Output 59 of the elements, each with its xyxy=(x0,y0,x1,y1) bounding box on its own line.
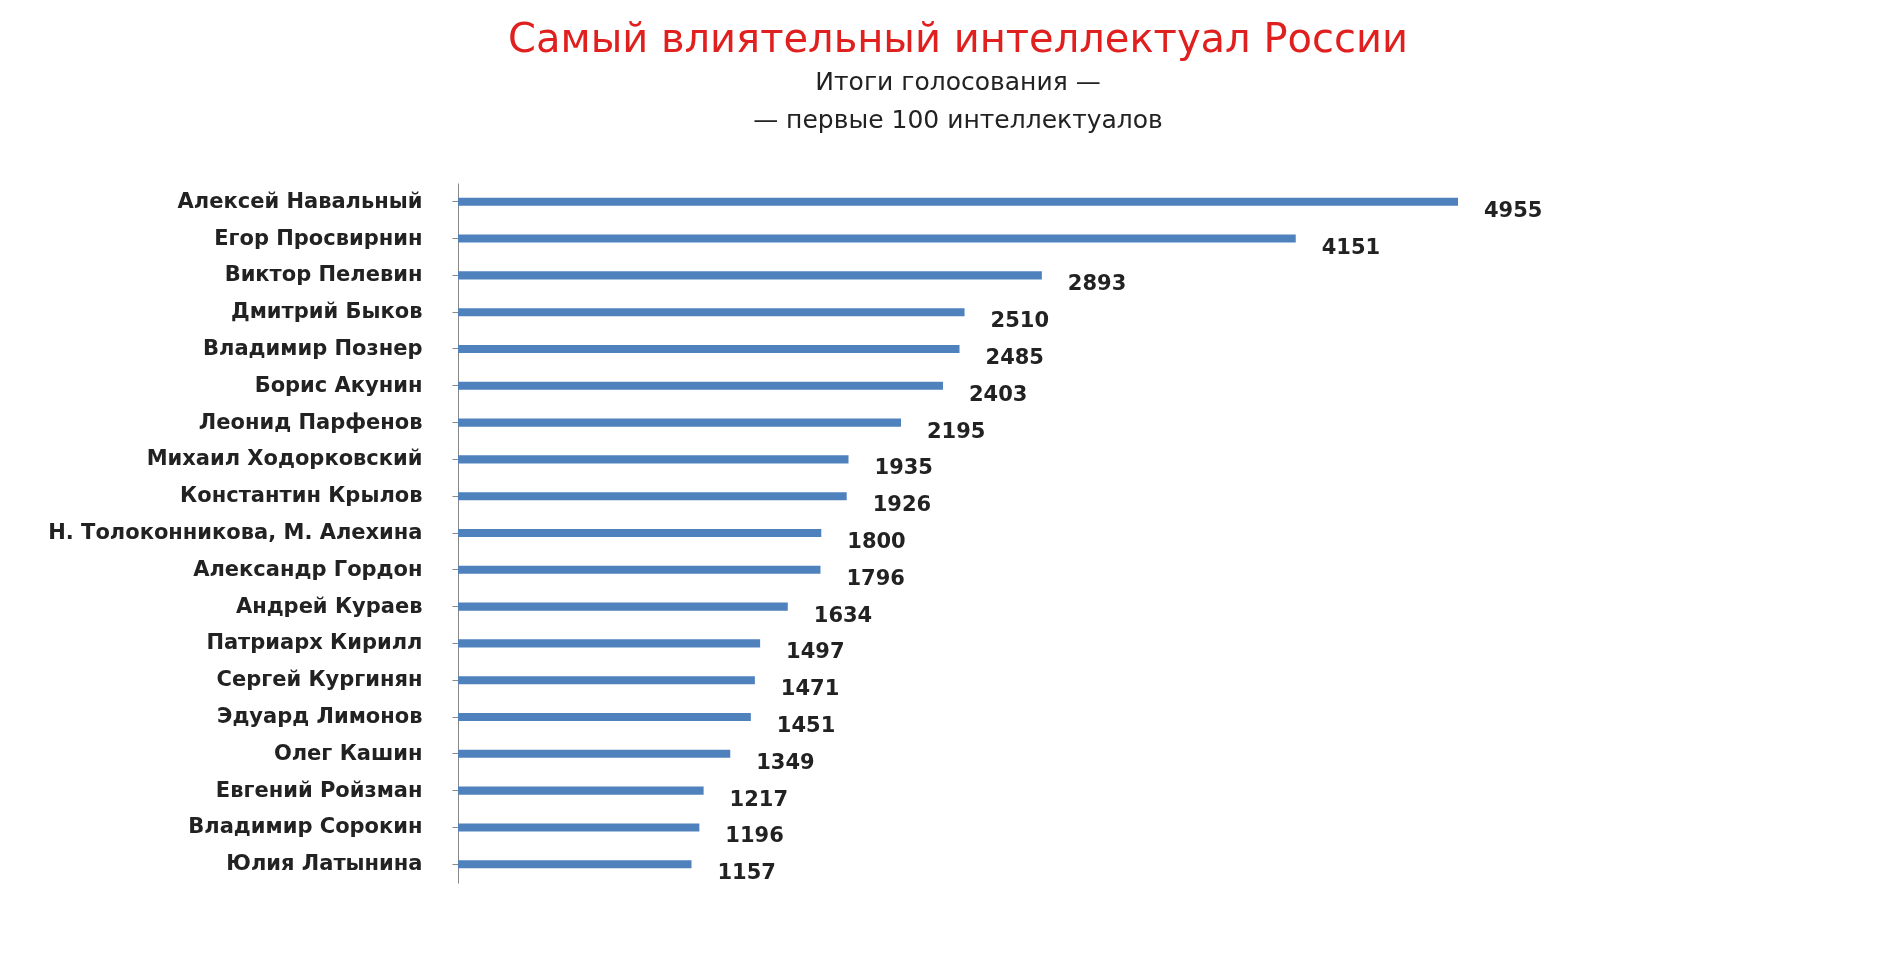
y-tick-label: Андрей Кураев xyxy=(235,593,423,618)
y-tick-label: Евгений Ройзман xyxy=(215,777,423,802)
data-label: 4151 xyxy=(1321,234,1381,259)
data-label: 1196 xyxy=(725,823,784,848)
data-label: 1471 xyxy=(780,676,840,701)
data-label: 2893 xyxy=(1067,271,1127,296)
y-tick-label: Эдуард Лимонов xyxy=(216,704,423,729)
bar xyxy=(458,344,960,354)
y-tick-label: Леонид Парфенов xyxy=(198,409,423,434)
data-label: 1497 xyxy=(786,639,845,664)
chart-subtitle: Итоги голосования — — первые 100 интеллектуалов xyxy=(753,67,1163,134)
y-tick-label: Владимир Познер xyxy=(203,335,423,360)
bar xyxy=(458,823,700,832)
bar xyxy=(458,676,755,685)
bar xyxy=(458,197,1458,206)
bar xyxy=(458,786,704,795)
data-label: 1935 xyxy=(874,455,933,480)
y-tick-label: Патриарх Кирилл xyxy=(206,630,423,655)
y-tick-label: Дмитрий Быков xyxy=(231,299,423,324)
data-label: 1157 xyxy=(717,860,776,885)
y-tick-label: Владимир Сорокин xyxy=(188,814,423,839)
data-label: 1800 xyxy=(847,529,906,553)
data-label: 1217 xyxy=(729,786,789,811)
bar xyxy=(458,712,751,722)
data-label: 1796 xyxy=(846,565,905,590)
bar xyxy=(458,528,822,538)
data-label: 1349 xyxy=(756,749,815,774)
data-label: 1926 xyxy=(872,492,932,517)
bar xyxy=(458,565,821,574)
y-tick-label: Н. Толоконникова, М. Алехина xyxy=(48,520,423,544)
y-tick-label: Сергей Кургинян xyxy=(216,667,423,692)
bar xyxy=(458,860,692,869)
data-label: 2510 xyxy=(990,308,1050,333)
chart-title: Самый влиятельный интеллектуал России xyxy=(508,15,1408,61)
data-label: 4955 xyxy=(1484,197,1543,222)
y-tick-label: Виктор Пелевин xyxy=(224,262,423,287)
y-tick-label: Олег Кашин xyxy=(273,740,423,765)
y-tick-label: Егор Просвирнин xyxy=(214,225,423,250)
bar xyxy=(458,418,901,427)
data-label: 2195 xyxy=(926,418,986,443)
y-tick-label: Александр Гордон xyxy=(193,556,423,581)
y-tick-label: Юлия Латынина xyxy=(226,851,423,876)
y-tick-label: Константин Крылов xyxy=(180,483,423,508)
bar xyxy=(458,308,965,317)
data-label: 1634 xyxy=(813,602,873,627)
bar xyxy=(458,639,761,648)
data-label: 1451 xyxy=(776,713,836,738)
data-label: 2403 xyxy=(968,381,1028,406)
data-label: 2485 xyxy=(985,344,1044,369)
y-tick-label: Борис Акунин xyxy=(254,372,423,397)
bar xyxy=(458,455,849,464)
bar xyxy=(458,271,1042,280)
y-tick-label: Михаил Ходорковский xyxy=(146,446,423,471)
bar xyxy=(458,602,788,611)
bar xyxy=(458,492,847,501)
bar xyxy=(458,381,943,390)
y-tick-label: Алексей Навальный xyxy=(177,188,423,213)
bar xyxy=(458,749,731,758)
bar xyxy=(458,234,1296,243)
